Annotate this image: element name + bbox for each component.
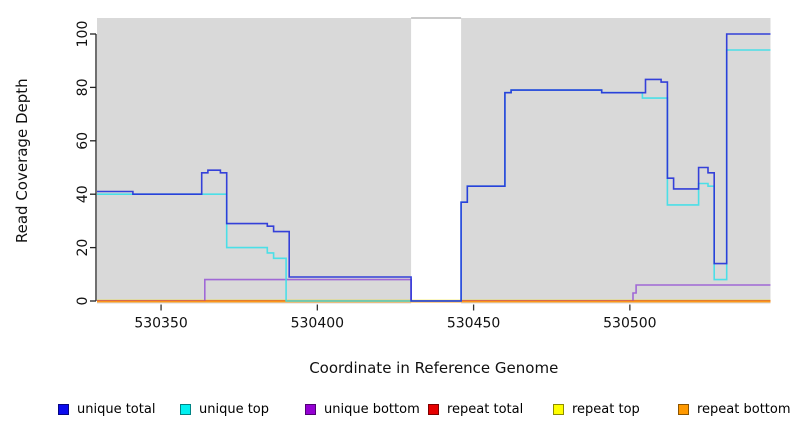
x-tick-label: 530400 xyxy=(291,316,344,332)
legend-label: unique bottom xyxy=(324,401,420,417)
y-tick-label: 60 xyxy=(75,132,91,150)
legend-label: unique total xyxy=(77,401,156,417)
x-tick-label: 530450 xyxy=(447,316,500,332)
legend-item-repeat-top: repeat top xyxy=(553,401,640,417)
y-axis-title: Read Coverage Depth xyxy=(13,78,31,243)
plot-background-layer xyxy=(97,17,771,304)
legend-item-unique-total: unique total xyxy=(58,401,156,417)
legend-label: repeat top xyxy=(572,401,640,417)
no-data-mask-region xyxy=(411,17,462,304)
legend-label: unique top xyxy=(199,401,270,417)
legend-label: repeat total xyxy=(447,401,524,417)
legend-swatch-unique-top xyxy=(180,403,191,415)
legend-swatch-unique-total xyxy=(58,403,69,415)
y-tick-label: 100 xyxy=(75,21,91,48)
y-tick-label: 20 xyxy=(75,239,91,257)
y-tick-label: 80 xyxy=(75,78,91,96)
x-tick-label: 530350 xyxy=(134,316,187,332)
series-line-unique-total xyxy=(97,33,771,302)
y-tick-label: 40 xyxy=(75,185,91,203)
y-tick-label: 0 xyxy=(75,297,91,306)
legend-swatch-unique-bottom xyxy=(305,403,316,415)
x-tick-label: 530500 xyxy=(603,316,656,332)
coverage-plot-canvas: 0 20 40 60 80 100 530350 530400 530450 530500 Coo… xyxy=(13,17,771,377)
legend-item-unique-bottom: unique bottom xyxy=(305,401,420,417)
x-axis-title: Coordinate in Reference Genome xyxy=(309,359,558,377)
legend-label: repeat bottom xyxy=(697,401,791,417)
legend-item-repeat-bottom: repeat bottom xyxy=(678,401,791,417)
legend-item-repeat-total: repeat total xyxy=(428,401,524,417)
legend-swatch-repeat-top xyxy=(553,403,564,415)
legend: unique total unique top unique bottom repea… xyxy=(0,398,792,424)
series-lines-layer xyxy=(97,33,771,303)
legend-swatch-repeat-total xyxy=(428,403,439,415)
legend-item-unique-top: unique top xyxy=(180,401,270,417)
axes-layer: 0 20 40 60 80 100 530350 530400 530450 530500 xyxy=(75,21,657,332)
legend-swatch-repeat-bottom xyxy=(678,403,689,415)
